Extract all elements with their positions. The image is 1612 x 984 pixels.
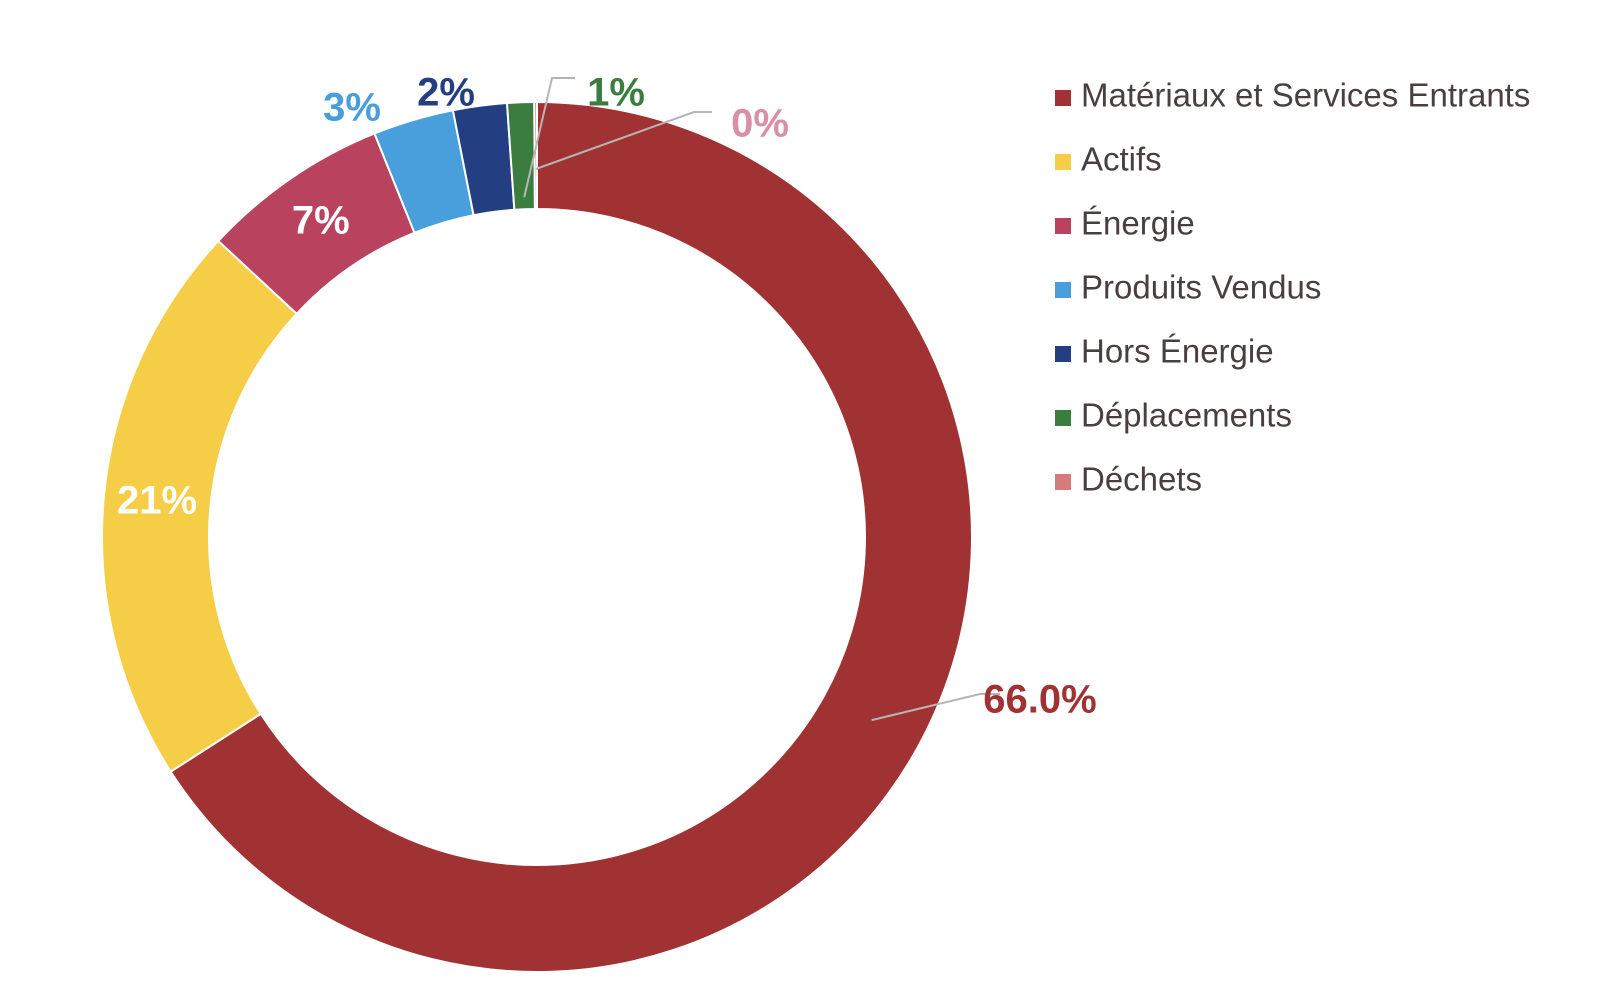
- legend-swatch: [1055, 474, 1071, 490]
- donut-slices: [101, 100, 973, 973]
- data-label-produits-vendus: 3%: [323, 86, 381, 130]
- legend-swatch: [1055, 218, 1071, 234]
- leader-lines: [523, 77, 1000, 722]
- legend-item-deplacements: Déplacements: [1055, 397, 1292, 434]
- leader-line-materiaux-et-services-entrants: [871, 693, 1000, 722]
- legend: Matériaux et Services Entrants Actifs Éner…: [1055, 77, 1530, 498]
- slice-materiaux-et-services-entrants: [169, 100, 973, 973]
- data-label-hors-energie: 2%: [417, 71, 475, 115]
- legend-label: Énergie: [1081, 205, 1195, 242]
- legend-item-materiaux-et-services-entrants: Matériaux et Services Entrants: [1055, 77, 1530, 114]
- legend-item-produits-vendus: Produits Vendus: [1055, 269, 1321, 306]
- legend-item-dechets: Déchets: [1055, 461, 1202, 498]
- data-label-dechets: 0%: [731, 102, 789, 146]
- data-label-actifs: 21%: [117, 478, 197, 522]
- legend-swatch: [1055, 90, 1071, 106]
- legend-swatch: [1055, 346, 1071, 362]
- legend-swatch: [1055, 410, 1071, 426]
- data-label-energie: 7%: [292, 198, 350, 242]
- leader-line-dechets: [535, 111, 712, 170]
- legend-label: Déplacements: [1081, 397, 1292, 434]
- legend-swatch: [1055, 282, 1071, 298]
- slice-dechets: [533, 100, 538, 211]
- legend-item-actifs: Actifs: [1055, 141, 1162, 178]
- leader-line-deplacements: [523, 77, 575, 198]
- legend-label: Hors Énergie: [1081, 333, 1274, 370]
- legend-item-hors-energie: Hors Énergie: [1055, 333, 1274, 370]
- data-labels: 66.0% 21% 7% 3% 2% 1% 0%: [117, 71, 1097, 722]
- legend-item-energie: Énergie: [1055, 205, 1195, 242]
- legend-swatch: [1055, 154, 1071, 170]
- legend-label: Actifs: [1081, 141, 1162, 178]
- legend-label: Produits Vendus: [1081, 269, 1321, 306]
- data-label-materiaux-et-services-entrants: 66.0%: [983, 678, 1096, 722]
- data-label-deplacements: 1%: [587, 71, 645, 115]
- legend-label: Déchets: [1081, 461, 1202, 498]
- legend-label: Matériaux et Services Entrants: [1081, 77, 1530, 114]
